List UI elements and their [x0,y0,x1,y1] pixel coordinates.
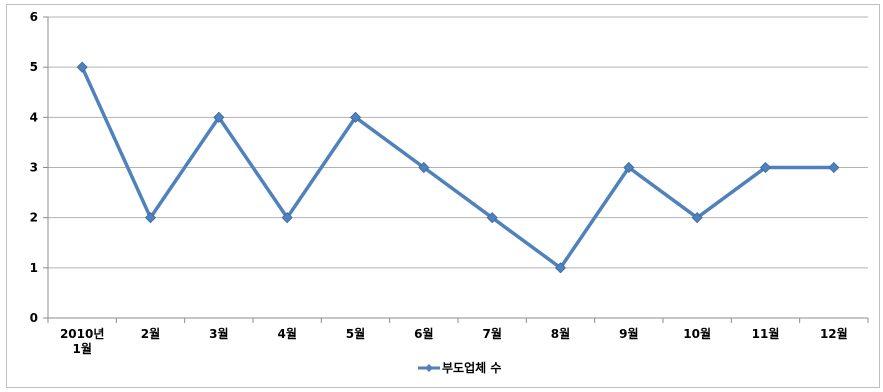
y-tick-label-4: 4 [30,110,38,124]
x-tick-label-11: 12월 [820,326,848,341]
x-tick-label-10: 11월 [752,326,780,341]
x-tick-label-3: 4월 [277,326,296,341]
data-point-4 [349,111,362,123]
data-point-6 [486,212,498,224]
x-tick-label-0: 2010년 1월 [60,327,104,356]
series-line-0 [80,65,836,270]
legend-label-0: 부도업체 수 [442,360,501,375]
x-tick-label-2: 3월 [209,326,228,341]
x-tick-label-4: 5월 [346,326,365,341]
legend-marker-0 [425,364,433,372]
data-point-10 [759,161,772,174]
data-point-5 [418,161,430,174]
data-point-0 [76,61,88,73]
x-tick-label-5: 6월 [414,326,433,341]
data-point-2 [213,111,225,123]
x-tick-label-6: 7월 [482,326,501,341]
x-tick-label-9: 10월 [683,326,711,341]
y-tick-label-1: 1 [30,261,38,275]
data-point-3 [281,212,293,224]
data-point-11 [828,161,840,174]
x-tick-label-7: 8월 [551,326,570,341]
data-point-9 [691,212,703,224]
x-tick-label-8: 9월 [619,326,638,341]
x-tick-label-1: 2월 [141,326,160,341]
y-tick-label-6: 6 [30,10,38,24]
y-tick-label-3: 3 [30,161,38,175]
data-point-1 [144,212,157,224]
y-tick-label-5: 5 [30,60,38,74]
data-point-8 [623,161,635,174]
y-tick-label-0: 0 [30,311,38,325]
data-point-7 [554,262,567,274]
y-tick-label-2: 2 [30,211,38,225]
chart-frame [6,4,880,388]
